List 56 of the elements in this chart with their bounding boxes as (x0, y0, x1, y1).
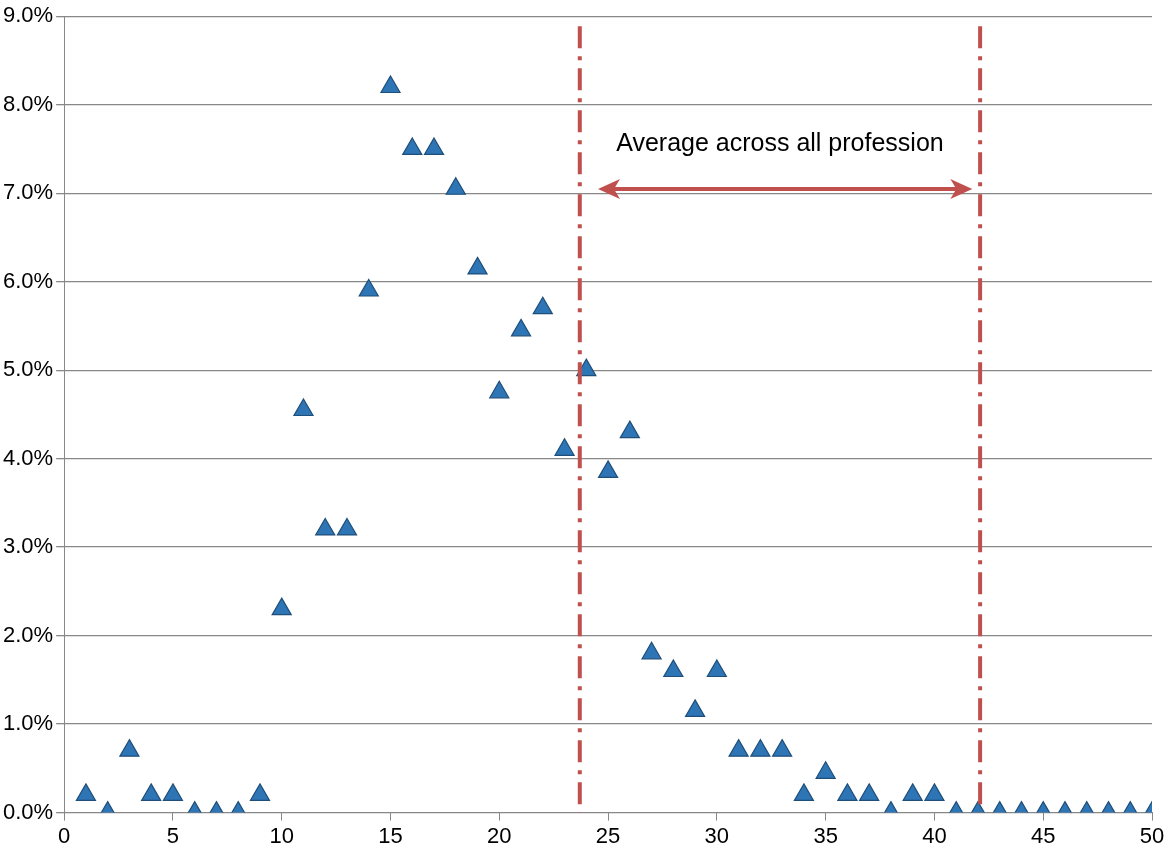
point (402, 137, 423, 156)
point (510, 318, 532, 337)
x-tick-label: 30 (704, 822, 730, 848)
point (532, 296, 553, 315)
x-tick-label: 5 (166, 822, 180, 848)
point (119, 739, 140, 757)
point (141, 783, 162, 801)
point (728, 739, 749, 757)
annotation: Average across all profession (616, 128, 944, 157)
point (271, 597, 292, 616)
x-tick-label: 40 (922, 822, 947, 848)
x-tick-label: 35 (813, 822, 838, 848)
y-tick-label: 3.0% (2, 533, 54, 559)
point (489, 380, 510, 399)
point (336, 517, 358, 536)
point (358, 278, 379, 297)
y-tick-label: 1.0% (2, 710, 54, 736)
point (249, 783, 271, 801)
point (902, 783, 923, 801)
point (815, 761, 836, 779)
point (293, 398, 314, 417)
y-tick-label: 2.0% (2, 621, 54, 647)
point (75, 783, 97, 801)
x-tick-label: 50 (1139, 822, 1165, 848)
x-tick-label: 25 (595, 822, 621, 848)
y-tick-label: 9.0% (2, 2, 54, 28)
point (641, 641, 662, 660)
point (597, 460, 619, 479)
point (554, 438, 575, 456)
x-tick-label: 20 (487, 822, 512, 848)
point (924, 783, 945, 801)
point (837, 783, 858, 801)
point (619, 420, 640, 439)
point (706, 659, 727, 678)
x-tick-label: 0 (58, 822, 71, 848)
y-tick-label: 6.0% (2, 267, 54, 293)
point (859, 783, 880, 801)
point (315, 517, 336, 536)
y-tick-label: 8.0% (2, 90, 54, 116)
y-tick-label: 0.0% (2, 798, 54, 824)
x-tick-label: 10 (269, 822, 294, 848)
y-tick-label: 7.0% (2, 179, 54, 205)
point (663, 659, 684, 678)
y-tick-label: 5.0% (2, 356, 54, 382)
point (793, 783, 815, 801)
y-tick-label: 4.0% (2, 444, 54, 470)
point (684, 699, 706, 717)
point (445, 177, 466, 195)
x-tick-label: 45 (1030, 822, 1056, 848)
point (162, 783, 184, 801)
point (467, 256, 488, 275)
point (423, 137, 445, 156)
point (380, 75, 401, 94)
point (772, 739, 793, 757)
x-tick-label: 15 (378, 822, 403, 848)
point (750, 739, 771, 757)
